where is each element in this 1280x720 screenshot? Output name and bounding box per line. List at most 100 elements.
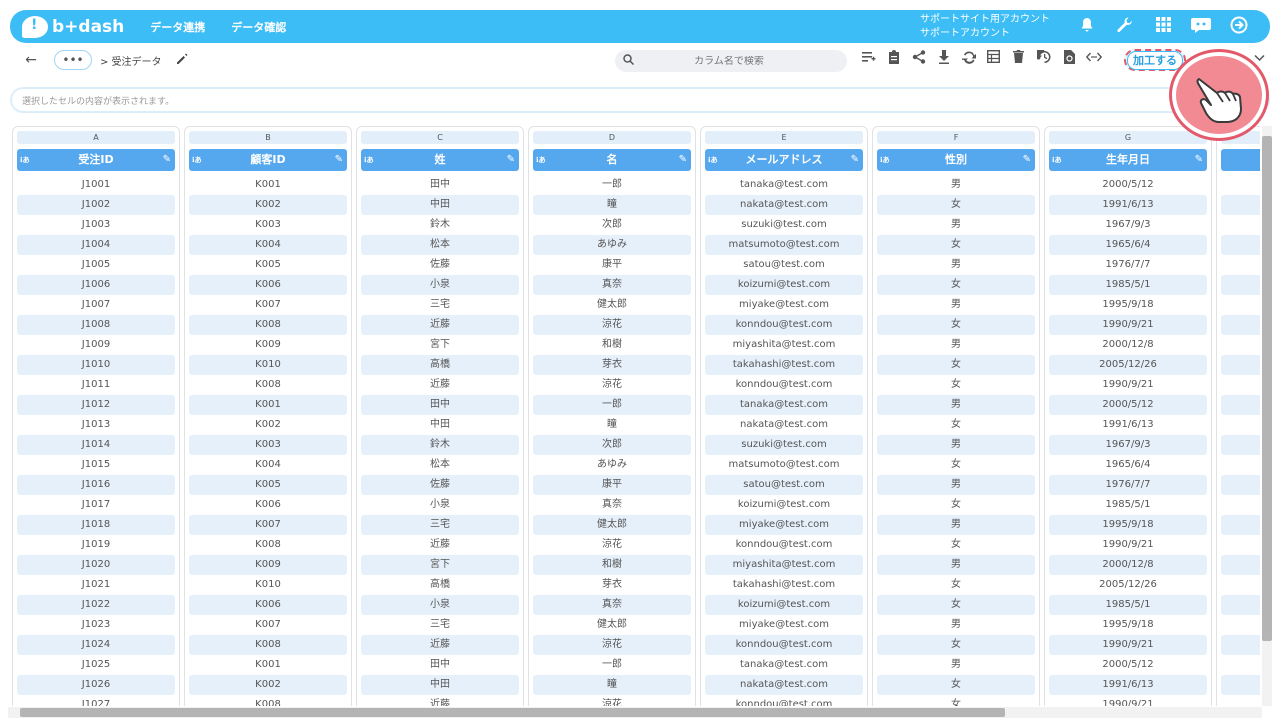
table-cell[interactable]: 2000/5/12	[1102, 659, 1154, 670]
table-cell[interactable]: J1007	[81, 299, 111, 310]
history-icon[interactable]	[1031, 47, 1056, 70]
table-cell[interactable]	[1221, 395, 1260, 415]
table-cell[interactable]: 中田	[430, 419, 450, 430]
table-cell[interactable]: J1013	[81, 419, 111, 430]
table-cell[interactable]: 1990/9/21	[1102, 699, 1154, 706]
table-cell[interactable]: 涼花	[602, 699, 622, 706]
table-cell[interactable]: 近藤	[361, 315, 519, 335]
table-cell[interactable]: 1985/5/1	[1105, 499, 1151, 510]
table-cell[interactable]: 一郎	[602, 179, 622, 190]
table-cell[interactable]: 2000/5/12	[1049, 395, 1207, 415]
table-cell[interactable]: 佐藤	[361, 475, 519, 495]
back-arrow-icon[interactable]: ←	[25, 52, 37, 68]
table-cell[interactable]: 健太郎	[533, 515, 691, 535]
table-cell[interactable]: 男	[877, 435, 1035, 455]
column-header[interactable]: ℹあ 生年月日 ✎	[1049, 149, 1207, 171]
table-cell[interactable]: K008	[189, 635, 347, 655]
table-cell[interactable]: konndou@test.com	[735, 699, 833, 706]
table-cell[interactable]: J1018	[17, 515, 175, 535]
table-cell[interactable]: J1016	[17, 475, 175, 495]
table-cell[interactable]: J1026	[17, 675, 175, 695]
search-input[interactable]	[634, 55, 824, 67]
table-cell[interactable]: K006	[189, 595, 347, 615]
table-cell[interactable]: 1965/6/4	[1105, 459, 1151, 470]
table-cell[interactable]: 女	[877, 235, 1035, 255]
table-cell[interactable]	[1221, 635, 1260, 655]
table-cell[interactable]: 女	[877, 635, 1035, 655]
table-cell[interactable]: suzuki@test.com	[741, 219, 827, 230]
table-cell[interactable]: 健太郎	[597, 299, 627, 310]
table-cell[interactable]: 1990/9/21	[1102, 379, 1154, 390]
table-cell[interactable]: 1985/5/1	[1049, 595, 1207, 615]
table-cell[interactable]: J1021	[81, 579, 111, 590]
table-cell[interactable]: J1014	[17, 435, 175, 455]
table-cell[interactable]: 宮下	[361, 555, 519, 575]
table-cell[interactable]: 瞳	[533, 675, 691, 695]
table-cell[interactable]: J1009	[81, 339, 111, 350]
table-cell[interactable]: konndou@test.com	[705, 315, 863, 335]
code-icon[interactable]	[1081, 50, 1106, 70]
table-cell[interactable]: 男	[951, 179, 961, 190]
table-cell[interactable]: matsumoto@test.com	[705, 235, 863, 255]
table-cell[interactable]: tanaka@test.com	[705, 395, 863, 415]
table-cell[interactable]: J1011	[81, 379, 111, 390]
table-cell[interactable]: 女	[877, 195, 1035, 215]
table-cell[interactable]: 女	[877, 315, 1035, 335]
table-cell[interactable]: miyake@test.com	[739, 619, 829, 630]
table-cell[interactable]: 一郎	[533, 395, 691, 415]
logout-icon[interactable]	[1220, 16, 1258, 38]
clipboard-icon[interactable]	[881, 50, 906, 70]
table-cell[interactable]: 男	[877, 555, 1035, 575]
trash-icon[interactable]	[1006, 50, 1031, 70]
table-cell[interactable]: 1991/6/13	[1102, 419, 1154, 430]
process-button[interactable]: 加工する	[1124, 49, 1186, 71]
table-cell[interactable]: K009	[189, 555, 347, 575]
share-icon[interactable]	[906, 50, 931, 70]
table-cell[interactable]: 1995/9/18	[1102, 299, 1154, 310]
table-cell[interactable]: 宮下	[430, 339, 450, 350]
table-cell[interactable]: 男	[951, 259, 961, 270]
column-letter[interactable]: B	[189, 131, 347, 144]
table-cell[interactable]: J1015	[81, 459, 111, 470]
table-cell[interactable]: 男	[951, 339, 961, 350]
edit-column-pencil-icon[interactable]: ✎	[678, 154, 687, 165]
table-cell[interactable]: K001	[255, 179, 281, 190]
table-cell[interactable]: nakata@test.com	[740, 419, 828, 430]
table-cell[interactable]: 三宅	[361, 515, 519, 535]
table-cell[interactable]: 1995/9/18	[1102, 619, 1154, 630]
table-cell[interactable]	[1221, 455, 1260, 475]
account-info[interactable]: サポートサイト用アカウント サポートアカウント	[920, 13, 1050, 41]
table-cell[interactable]: satou@test.com	[705, 475, 863, 495]
nav-link-data-check[interactable]: データ確認	[231, 20, 287, 34]
table-cell[interactable]: 男	[951, 299, 961, 310]
table-cell[interactable]: K006	[189, 275, 347, 295]
table-cell[interactable]: 三宅	[430, 299, 450, 310]
table-cell[interactable]: 2000/12/8	[1102, 339, 1154, 350]
table-cell[interactable]: 1990/9/21	[1049, 635, 1207, 655]
wrench-icon[interactable]	[1106, 16, 1144, 38]
table-cell[interactable]: 次郎	[602, 219, 622, 230]
table-cell[interactable]: 女	[951, 499, 961, 510]
edit-column-pencil-icon[interactable]: ✎	[506, 154, 515, 165]
chat-bot-icon[interactable]	[1182, 16, 1220, 38]
table-cell[interactable]: J1003	[81, 219, 111, 230]
table-cell[interactable]: tanaka@test.com	[740, 659, 828, 670]
table-cell[interactable]: K008	[255, 699, 281, 706]
table-cell[interactable]: 田中	[430, 659, 450, 670]
column-letter[interactable]: E	[705, 131, 863, 144]
table-cell[interactable]: nakata@test.com	[705, 675, 863, 695]
table-cell[interactable]: K001	[189, 395, 347, 415]
table-cell[interactable]: 三宅	[430, 619, 450, 630]
table-cell[interactable]: 女	[951, 539, 961, 550]
table-cell[interactable]: satou@test.com	[743, 259, 825, 270]
table-cell[interactable]: J1020	[17, 555, 175, 575]
table-cell[interactable]: 康平	[602, 259, 622, 270]
table-cell[interactable]: J1006	[17, 275, 175, 295]
table-cell[interactable]: 小泉	[361, 595, 519, 615]
table-cell[interactable]: miyake@test.com	[739, 299, 829, 310]
table-cell[interactable]: あゆみ	[533, 235, 691, 255]
table-cell[interactable]: 女	[951, 459, 961, 470]
table-cell[interactable]: K009	[255, 339, 281, 350]
table-cell[interactable]: 1990/9/21	[1102, 539, 1154, 550]
table-cell[interactable]: K008	[255, 539, 281, 550]
